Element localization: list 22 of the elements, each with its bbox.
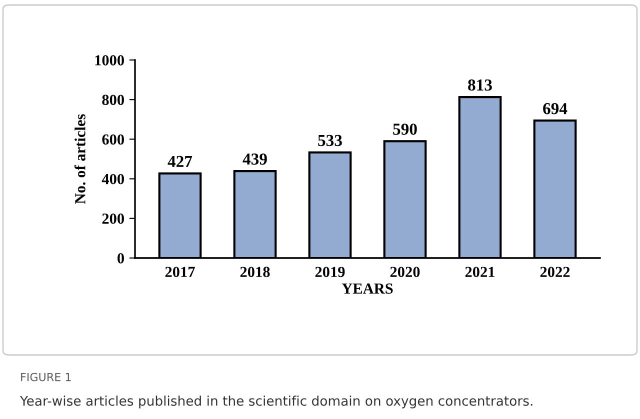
x-tick-label: 2018 — [240, 266, 270, 278]
y-tick-label: 600 — [102, 134, 124, 145]
x-tick-label: 2022 — [540, 266, 570, 278]
y-tick-label: 200 — [102, 214, 124, 224]
y-axis-title: No. of articles — [74, 114, 86, 204]
x-axis-title: YEARS — [342, 283, 393, 294]
x-tick-label: 2021 — [465, 266, 494, 278]
data-label: 533 — [318, 134, 342, 146]
data-label: 590 — [393, 124, 417, 135]
y-tick-label: 1000 — [95, 55, 124, 66]
text: Year-wise articles published in the scientific domain on oxygen concentrators. — [20, 396, 532, 408]
y-tick-label: 400 — [102, 174, 124, 184]
x-tick-label: 2019 — [315, 266, 345, 278]
data-label: 694 — [543, 103, 568, 114]
y-tick-label: 800 — [102, 94, 124, 106]
x-tick-label: 2020 — [390, 266, 420, 278]
y-tick-label: 0 — [118, 253, 124, 264]
data-label: 439 — [242, 154, 267, 165]
data-label: 813 — [468, 79, 492, 91]
x-tick-label: 2017 — [165, 266, 195, 278]
caption: FIGURE 1 — [21, 372, 71, 382]
data-label: 427 — [168, 156, 192, 167]
